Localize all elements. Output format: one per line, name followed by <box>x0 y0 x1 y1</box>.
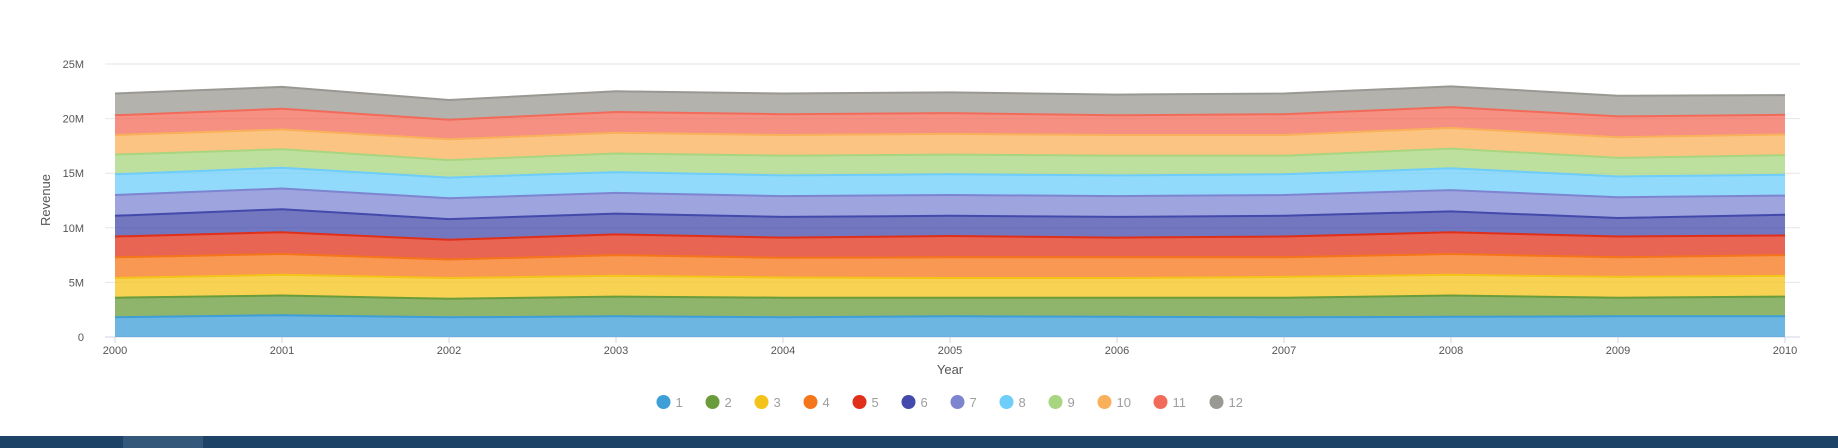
y-tick-label: 10M <box>63 223 84 235</box>
legend-item-9[interactable]: 9 <box>1048 395 1075 410</box>
legend-label: 11 <box>1173 395 1187 410</box>
x-tick-label: 2009 <box>1606 345 1630 357</box>
legend-item-2[interactable]: 2 <box>705 395 732 410</box>
y-axis-ticks: 0 5M 10M 15M 20M 25M <box>63 59 84 344</box>
chart-svg: 0 5M 10M 15M 20M 25M 2000 2001 2002 2003 2004 2005… <box>38 59 1800 410</box>
legend-marker <box>950 395 965 409</box>
y-tick-label: 0 <box>78 332 84 344</box>
legend-label: 6 <box>921 395 928 410</box>
series-line-7 <box>114 187 1786 200</box>
x-tick-label: 2010 <box>1773 345 1797 357</box>
series-area-4[interactable] <box>115 254 1785 278</box>
legend-item-4[interactable]: 4 <box>803 395 830 410</box>
footer-tab[interactable] <box>123 436 203 448</box>
legend-item-1[interactable]: 1 <box>656 395 683 410</box>
series-line-4 <box>114 252 1786 261</box>
series-area-12[interactable] <box>115 86 1785 120</box>
legend-item-3[interactable]: 3 <box>754 395 781 410</box>
series-line-3 <box>114 273 1786 280</box>
legend-label: 9 <box>1068 395 1075 410</box>
legend-item-8[interactable]: 8 <box>999 395 1026 410</box>
legend: 1 2 3 4 5 6 7 8 9 10 11 12 <box>656 395 1243 410</box>
legend-label: 8 <box>1019 395 1026 410</box>
series-area-2[interactable] <box>115 295 1785 318</box>
series-line-1 <box>114 314 1785 319</box>
series-line-11 <box>114 106 1786 121</box>
legend-marker <box>1153 395 1168 409</box>
legend-marker <box>656 395 671 409</box>
series-line-12 <box>114 85 1786 102</box>
x-tick-label: 2007 <box>1272 345 1296 357</box>
legend-item-7[interactable]: 7 <box>950 395 977 410</box>
legend-item-5[interactable]: 5 <box>852 395 879 410</box>
legend-marker <box>852 395 867 409</box>
legend-marker <box>1209 395 1224 409</box>
series-area-1[interactable] <box>115 315 1785 337</box>
legend-marker <box>803 395 818 409</box>
legend-label: 1 <box>676 395 683 410</box>
legend-label: 5 <box>872 395 879 410</box>
legend-marker <box>901 395 916 409</box>
legend-item-12[interactable]: 12 <box>1209 395 1243 410</box>
legend-label: 3 <box>774 395 781 410</box>
x-tick-label: 2002 <box>437 345 461 357</box>
y-tick-label: 5M <box>69 277 84 289</box>
legend-label: 7 <box>970 395 977 410</box>
x-tick-label: 2005 <box>938 345 962 357</box>
legend-item-6[interactable]: 6 <box>901 395 928 410</box>
series-area-5[interactable] <box>115 232 1785 260</box>
x-axis-title: Year <box>937 362 964 377</box>
series-line-6 <box>114 208 1786 221</box>
legend-marker <box>1048 395 1063 409</box>
legend-marker <box>754 395 769 409</box>
y-tick-label: 15M <box>63 168 84 180</box>
legend-label: 4 <box>823 395 830 410</box>
x-tick-label: 2006 <box>1105 345 1129 357</box>
legend-label: 12 <box>1229 395 1243 410</box>
series-line-9 <box>114 147 1786 162</box>
legend-item-10[interactable]: 10 <box>1097 395 1131 410</box>
legend-label: 2 <box>725 395 732 410</box>
legend-label: 10 <box>1117 395 1131 410</box>
y-axis-title: Revenue <box>38 174 53 226</box>
x-tick-label: 2001 <box>270 345 294 357</box>
footer-bar <box>0 436 1838 448</box>
x-tick-label: 2004 <box>771 345 795 357</box>
legend-item-11[interactable]: 11 <box>1153 395 1187 410</box>
series-line-5 <box>114 231 1786 241</box>
series-line-10 <box>114 126 1786 141</box>
legend-marker <box>999 395 1014 409</box>
legend-marker <box>1097 395 1112 409</box>
x-tick-label: 2008 <box>1439 345 1463 357</box>
series-line-8 <box>114 166 1786 179</box>
legend-marker <box>705 395 720 409</box>
x-axis-ticks: 2000 2001 2002 2003 2004 2005 2006 2007 2008 2009… <box>103 337 1797 357</box>
x-tick-label: 2000 <box>103 345 127 357</box>
series-area-3[interactable] <box>115 274 1785 299</box>
y-tick-label: 20M <box>63 114 84 126</box>
series-line-2 <box>114 294 1786 300</box>
y-tick-label: 25M <box>63 59 84 71</box>
x-tick-label: 2003 <box>604 345 628 357</box>
series-areas <box>114 85 1786 337</box>
